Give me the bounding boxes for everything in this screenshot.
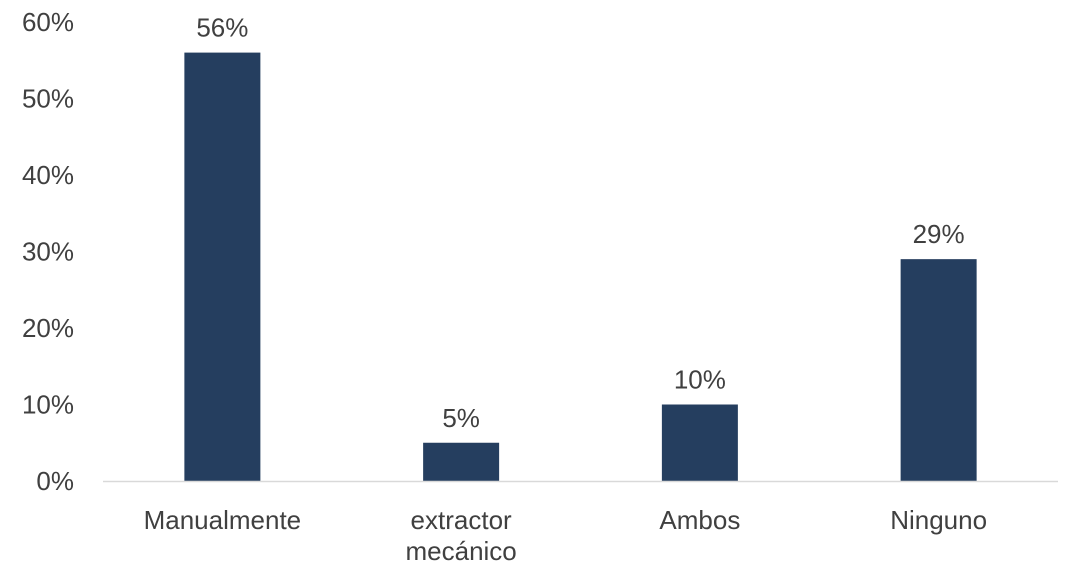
data-label: 29% <box>913 219 965 249</box>
bars <box>184 52 977 481</box>
data-labels: 56% 5% 10% 29% <box>196 13 964 433</box>
y-axis: 0% 10% 20% 30% 40% 50% 60% <box>22 7 74 496</box>
x-tick-label: Manualmente <box>144 505 302 535</box>
y-tick-label: 30% <box>22 237 74 267</box>
y-tick-label: 0% <box>36 466 74 496</box>
data-label: 10% <box>674 365 726 395</box>
bar <box>661 404 738 481</box>
data-label: 56% <box>196 13 248 43</box>
x-axis: Manualmente extractor mecánico Ambos Ninguno <box>144 505 987 566</box>
y-tick-label: 50% <box>22 84 74 114</box>
bar <box>184 52 261 481</box>
x-tick-label: extractor mecánico <box>405 505 516 566</box>
data-label: 5% <box>442 403 480 433</box>
y-tick-label: 10% <box>22 390 74 420</box>
y-tick-label: 60% <box>22 7 74 37</box>
bar <box>423 442 500 481</box>
y-tick-label: 40% <box>22 160 74 190</box>
y-tick-label: 20% <box>22 313 74 343</box>
bar <box>900 259 977 481</box>
x-tick-label: Ambos <box>659 505 740 535</box>
x-tick-label: Ninguno <box>890 505 987 535</box>
